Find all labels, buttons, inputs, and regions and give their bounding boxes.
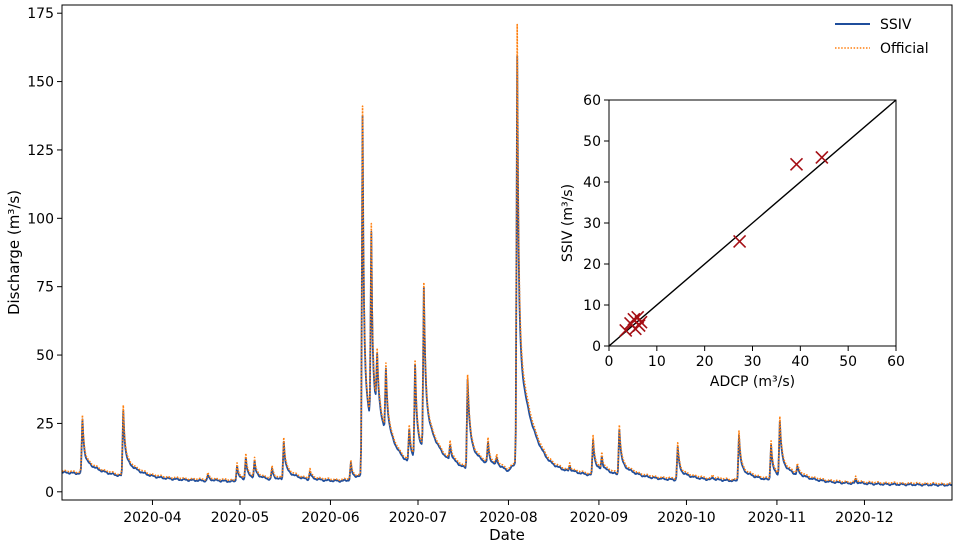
y-tick-label: 150 xyxy=(27,75,54,91)
scatter-point xyxy=(733,234,747,249)
inset-x-axis-label: ADCP (m³/s) xyxy=(710,374,795,390)
x-tick-label: 2020-08 xyxy=(479,510,538,526)
x-tick-label: 2020-10 xyxy=(657,510,716,526)
y-tick-label: 125 xyxy=(27,143,54,159)
inset-y-tick-label: 0 xyxy=(592,339,601,355)
inset-x-ticks: 0 10 20 30 40 50 60 xyxy=(605,346,905,370)
main-plot-frame xyxy=(61,4,953,501)
y-tick-label: 50 xyxy=(36,348,54,364)
main-series xyxy=(61,23,953,487)
x-tick-label: 2020-11 xyxy=(748,510,807,526)
inset-y-tick-label: 60 xyxy=(583,93,601,109)
y-tick-label: 0 xyxy=(45,485,54,501)
y-tick-label: 100 xyxy=(27,211,54,227)
inset-y-tick-label: 20 xyxy=(583,257,601,273)
inset-y-tick-label: 30 xyxy=(583,216,601,232)
series-line-ssiv xyxy=(61,55,953,487)
inset-x-tick-label: 60 xyxy=(887,354,905,370)
legend: SSIV Official xyxy=(835,17,929,57)
x-tick-label: 2020-09 xyxy=(570,510,629,526)
scatter-point xyxy=(815,150,829,164)
x-tick-label: 2020-07 xyxy=(389,510,448,526)
y-tick-label: 175 xyxy=(27,6,54,22)
inset-y-tick-label: 10 xyxy=(583,298,601,314)
series-line-official xyxy=(61,23,953,486)
inset-identity-line xyxy=(608,99,897,347)
legend-label-ssiv: SSIV xyxy=(880,17,912,33)
inset-y-tick-label: 40 xyxy=(583,175,601,191)
inset-y-axis-label: SSIV (m³/s) xyxy=(560,184,576,262)
main-x-ticks: 2020-04 2020-05 2020-06 2020-07 2020-08 2020-… xyxy=(123,500,894,526)
x-tick-label: 2020-04 xyxy=(123,510,182,526)
x-tick-label: 2020-06 xyxy=(301,510,360,526)
inset-y-tick-label: 50 xyxy=(583,134,601,150)
scatter-point xyxy=(632,318,646,333)
inset-x-tick-label: 40 xyxy=(791,354,809,370)
legend-label-official: Official xyxy=(880,41,929,57)
y-tick-label: 25 xyxy=(36,416,54,432)
scatter-point xyxy=(634,315,648,329)
y-tick-label: 75 xyxy=(36,280,54,296)
main-x-axis-label: Date xyxy=(489,526,525,544)
x-tick-label: 2020-05 xyxy=(211,510,270,526)
inset-x-tick-label: 20 xyxy=(696,354,714,370)
scatter-point xyxy=(789,157,804,171)
inset-x-tick-label: 50 xyxy=(839,354,857,370)
main-y-ticks: 0 25 50 75 100 125 150 175 xyxy=(27,6,62,501)
inset-y-ticks: 0 10 20 30 40 50 60 xyxy=(583,93,609,355)
x-tick-label: 2020-12 xyxy=(835,510,894,526)
inset-points xyxy=(619,150,829,337)
inset-x-tick-label: 0 xyxy=(605,354,614,370)
inset-x-tick-label: 30 xyxy=(744,354,762,370)
inset-x-tick-label: 10 xyxy=(648,354,666,370)
main-y-axis-label: Discharge (m³/s) xyxy=(5,190,23,315)
inset-plot-frame xyxy=(608,99,897,347)
